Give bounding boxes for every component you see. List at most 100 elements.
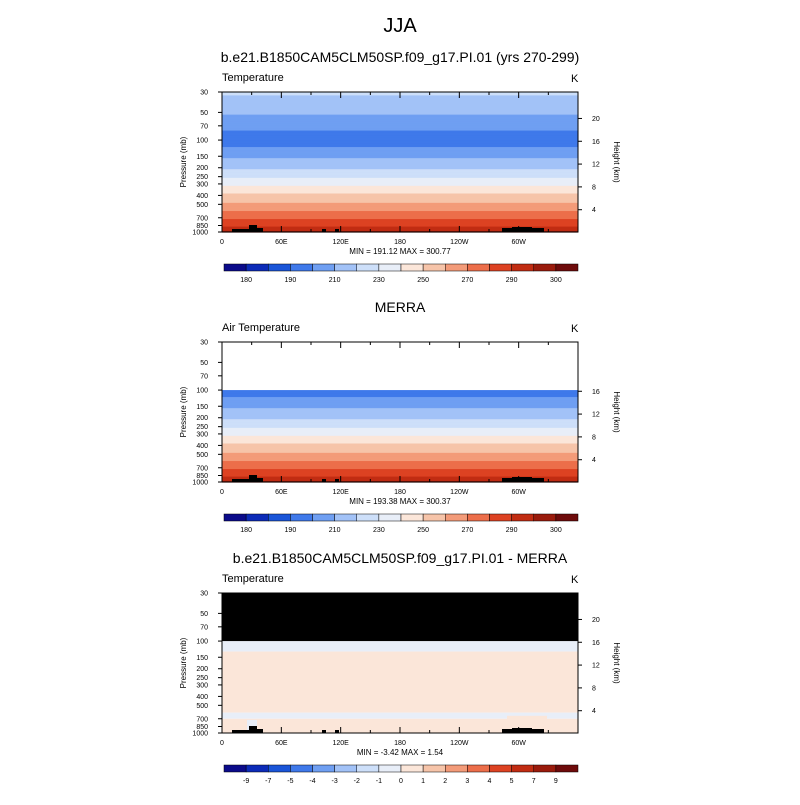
terrain <box>232 225 544 232</box>
field-band <box>222 431 578 434</box>
data-field <box>222 593 578 733</box>
y-axis-label: Pressure (mb) <box>179 637 188 688</box>
colorbar-box <box>400 513 424 522</box>
terrain-block <box>257 478 263 482</box>
colorbar-box <box>467 513 490 522</box>
field-band <box>222 400 578 403</box>
longitude-tick-label: 60E <box>275 740 288 747</box>
terrain-block <box>249 726 257 733</box>
pressure-tick-label: 500 <box>196 202 208 209</box>
field-band <box>222 430 578 433</box>
terrain-block <box>512 477 532 482</box>
terrain-block <box>322 730 326 733</box>
min-max-text: MIN = -3.42 MAX = 1.54 <box>357 748 444 757</box>
panel-1: b.e21.B1850CAM5CLM50SP.f09_g17.PI.01 (yr… <box>179 49 621 284</box>
field-band <box>222 397 578 400</box>
field-band <box>222 443 578 447</box>
field-band <box>222 426 578 429</box>
main-title: JJA <box>383 15 417 37</box>
field-band <box>222 213 578 217</box>
field-band <box>222 156 578 159</box>
longitude-tick-label: 60W <box>511 489 526 496</box>
field-band <box>222 211 578 214</box>
field-band <box>222 463 578 467</box>
terrain-block <box>257 729 263 733</box>
field-band <box>222 187 578 191</box>
field-band <box>222 641 578 652</box>
pressure-tick-label: 150 <box>196 154 208 161</box>
colorbar-box <box>533 263 557 272</box>
field-band <box>222 446 578 449</box>
colorbar: -9 -7 -5 -4 -3 -2 -1 0 1 2 3 4 5 7 9 <box>223 764 579 785</box>
field-band <box>222 204 578 208</box>
longitude-tick-label: 120E <box>332 740 349 747</box>
field-band <box>222 224 578 227</box>
colorbar-label: 300 <box>550 277 562 284</box>
colorbar-box <box>422 263 446 272</box>
colorbar-box <box>489 513 512 522</box>
height-tick-label: 12 <box>592 412 600 419</box>
terrain-block <box>232 229 256 232</box>
panel-units-label: K <box>571 73 579 85</box>
pressure-tick-label: 300 <box>196 431 208 438</box>
panel-title: MERRA <box>375 299 426 315</box>
colorbar-box <box>445 513 468 522</box>
height-tick-label: 16 <box>592 389 600 396</box>
colorbar-box <box>378 263 402 272</box>
colorbar-box <box>400 263 424 272</box>
terrain-block <box>512 227 532 232</box>
colorbar-box <box>445 764 468 773</box>
field-band <box>222 429 578 431</box>
field-band <box>222 452 578 455</box>
pressure-tick-label: 500 <box>196 452 208 459</box>
field-band <box>222 427 578 430</box>
terrain-block <box>335 229 339 232</box>
colorbar-box <box>445 263 468 272</box>
colorbar-label: 270 <box>462 277 474 284</box>
terrain-block <box>232 479 256 482</box>
field-band <box>222 132 578 136</box>
longitude-tick-label: 0 <box>220 740 224 747</box>
field-band <box>222 143 578 146</box>
height-tick-label: 4 <box>592 457 596 464</box>
pressure-tick-label: 400 <box>196 443 208 450</box>
height-tick-label: 8 <box>592 434 596 441</box>
field-band <box>222 173 578 176</box>
colorbar-label: 190 <box>285 527 297 534</box>
colorbar-box <box>533 764 557 773</box>
pressure-tick-label: 150 <box>196 404 208 411</box>
terrain-block <box>249 475 257 482</box>
pressure-tick-label: 30 <box>200 591 208 598</box>
colorbar: 180 190 210 230 250 270 290 300 <box>223 513 579 534</box>
field-band <box>222 390 578 393</box>
pressure-tick-label: 850 <box>196 223 208 230</box>
field-band <box>222 222 578 225</box>
terrain <box>232 726 544 733</box>
colorbar-label: 2 <box>443 778 447 785</box>
field-band <box>222 152 578 155</box>
height-axis: 4 8 12 16 20 <box>578 116 600 214</box>
pressure-tick-label: 30 <box>200 90 208 97</box>
field-band <box>222 191 578 195</box>
pressure-tick-label: 700 <box>196 716 208 723</box>
panel-units-label: K <box>571 574 579 586</box>
field-band <box>222 182 578 185</box>
field-band <box>222 423 578 426</box>
field-band <box>222 445 578 448</box>
colorbar-box <box>290 513 313 522</box>
field-band <box>222 454 578 458</box>
colorbar-box <box>422 513 446 522</box>
panel-variable-label: Temperature <box>222 72 284 84</box>
pressure-tick-label: 300 <box>196 181 208 188</box>
colorbar: 180 190 210 230 250 270 290 300 <box>223 263 579 284</box>
field-band <box>222 391 578 395</box>
longitude-axis: 0 60E 120E 180 120W 60W <box>220 342 579 496</box>
field-band <box>222 162 578 165</box>
field-band <box>222 422 578 425</box>
pressure-tick-label: 50 <box>200 110 208 117</box>
panel-title: b.e21.B1850CAM5CLM50SP.f09_g17.PI.01 - M… <box>233 550 568 566</box>
field-band <box>222 470 578 473</box>
colorbar-box <box>489 263 512 272</box>
field-band <box>222 199 578 202</box>
field-band <box>222 112 578 116</box>
